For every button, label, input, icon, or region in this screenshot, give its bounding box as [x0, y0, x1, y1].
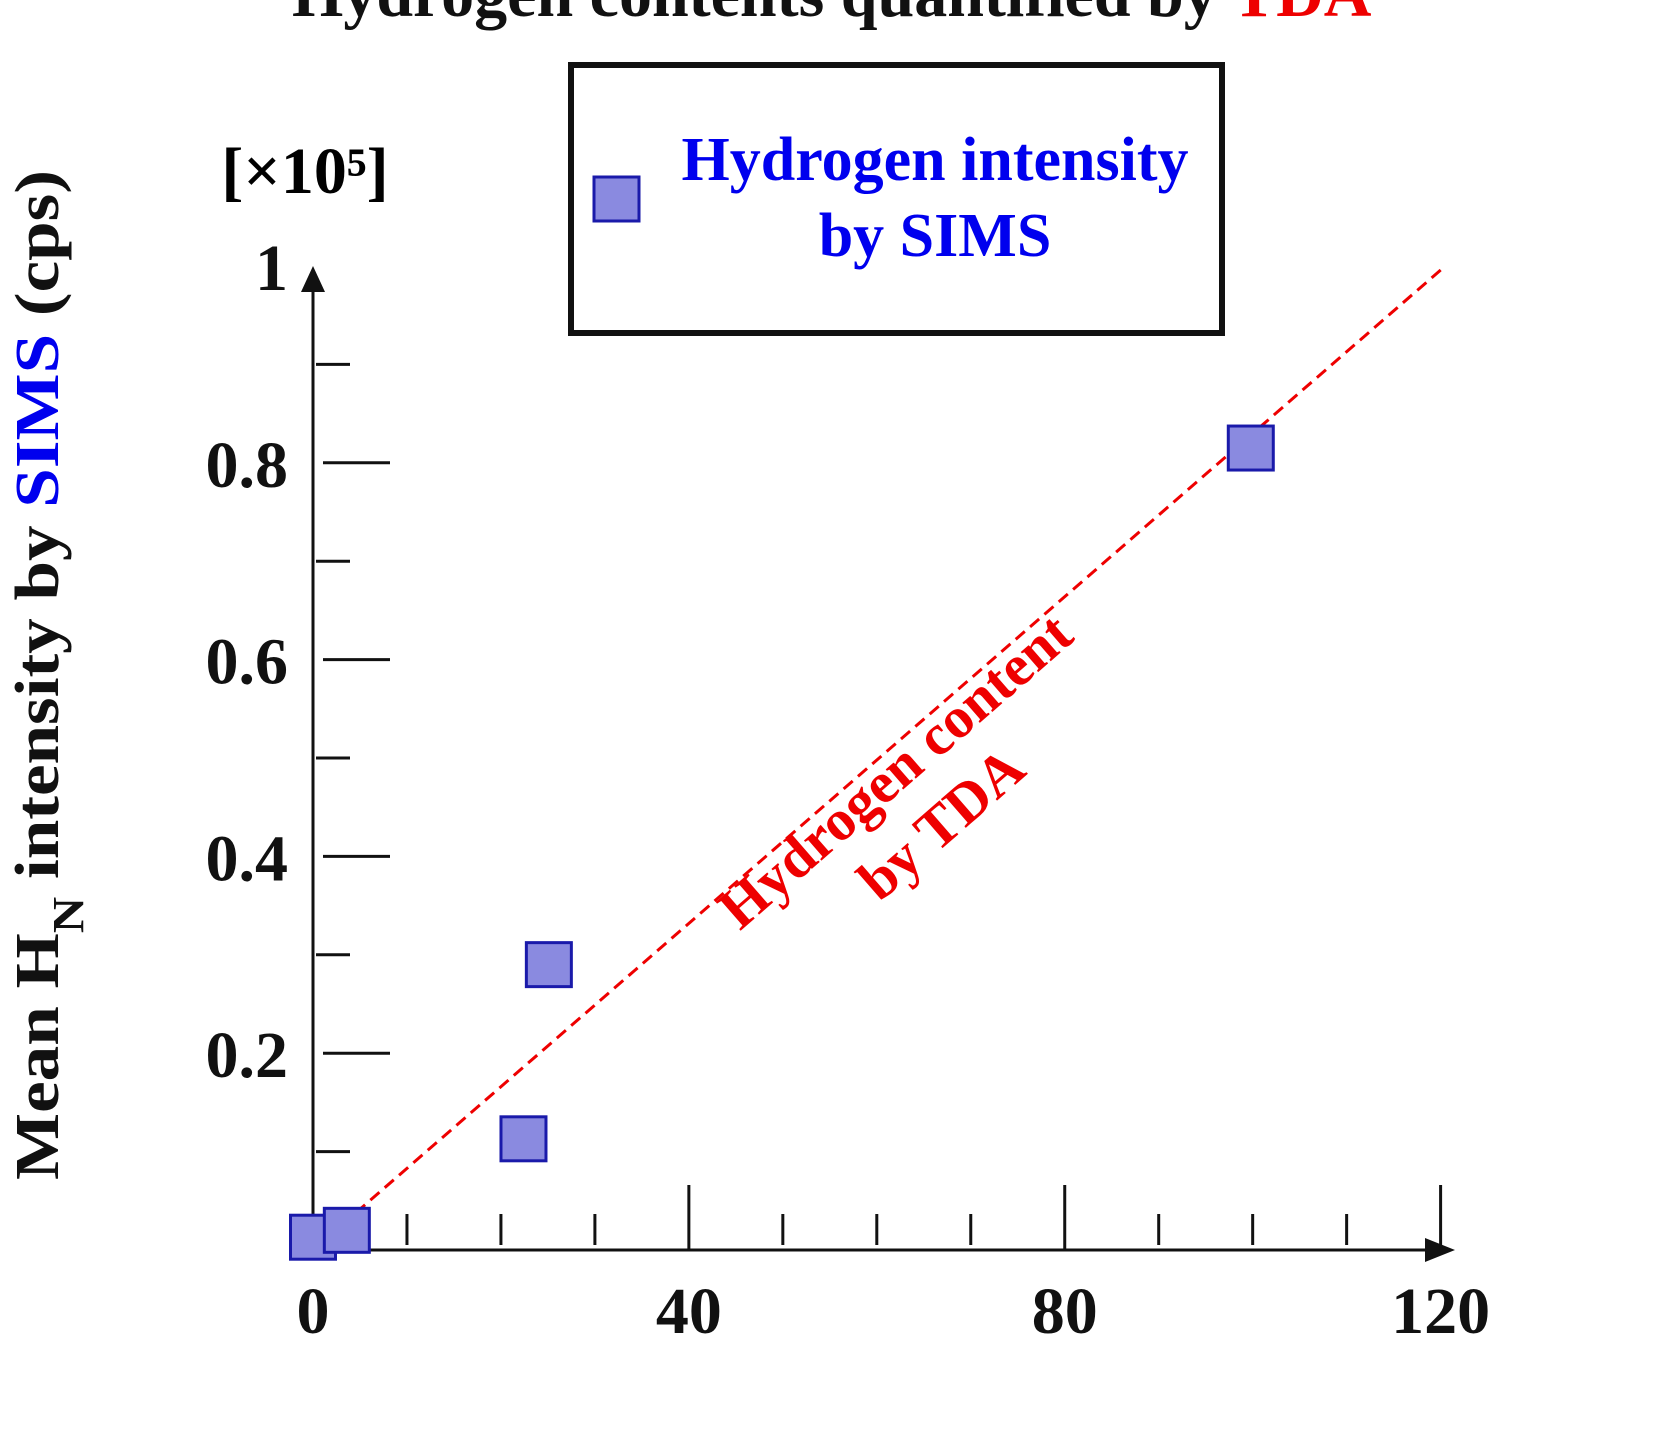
y-tick-label: 0.8 [206, 429, 289, 502]
legend-box [568, 62, 1225, 336]
reference-label: Hydrogen content by TDA [705, 600, 1085, 942]
marker [322, 1206, 371, 1254]
y-axis-label: Mean HN intensity by SIMS (cps) [4, 170, 93, 1180]
legend-label: Hydrogen intensity by SIMS [681, 126, 1189, 270]
y-unit-label: [×10⁵] [221, 135, 388, 208]
reference-label-box: Hydrogen content by TDA [705, 600, 1085, 942]
y-tick-label: 0.6 [206, 626, 289, 699]
x-tick-label: 40 [656, 1275, 722, 1348]
marker [524, 941, 573, 989]
y-tick-label: 1 [255, 232, 288, 305]
marker [499, 1115, 548, 1163]
y-tick-label: 0.2 [206, 1019, 289, 1092]
y-label-part: N [44, 897, 93, 934]
x-tick-label: 80 [1032, 1275, 1098, 1348]
chart-title: Hydrogen contents quantified by TDA [292, 0, 1372, 31]
y-label-part: SIMS [4, 334, 72, 508]
y-tick-label: 0.4 [206, 822, 289, 895]
x-tick-label: 120 [1391, 1275, 1490, 1348]
title-part: Hydrogen contents quantified by [292, 0, 1232, 31]
marker [1226, 424, 1275, 472]
y-label-part: Mean H [4, 933, 72, 1180]
x-tick-label: 0 [297, 1275, 330, 1348]
legend-marker [592, 175, 641, 223]
legend-text-box: Hydrogen intensity by SIMS [681, 126, 1189, 270]
y-label-part: intensity by [4, 508, 72, 897]
reference-line [312, 264, 1447, 1252]
title-part: TDA [1232, 0, 1372, 31]
y-label-part: (cps) [4, 170, 72, 334]
y-axis-arrow [301, 266, 325, 292]
